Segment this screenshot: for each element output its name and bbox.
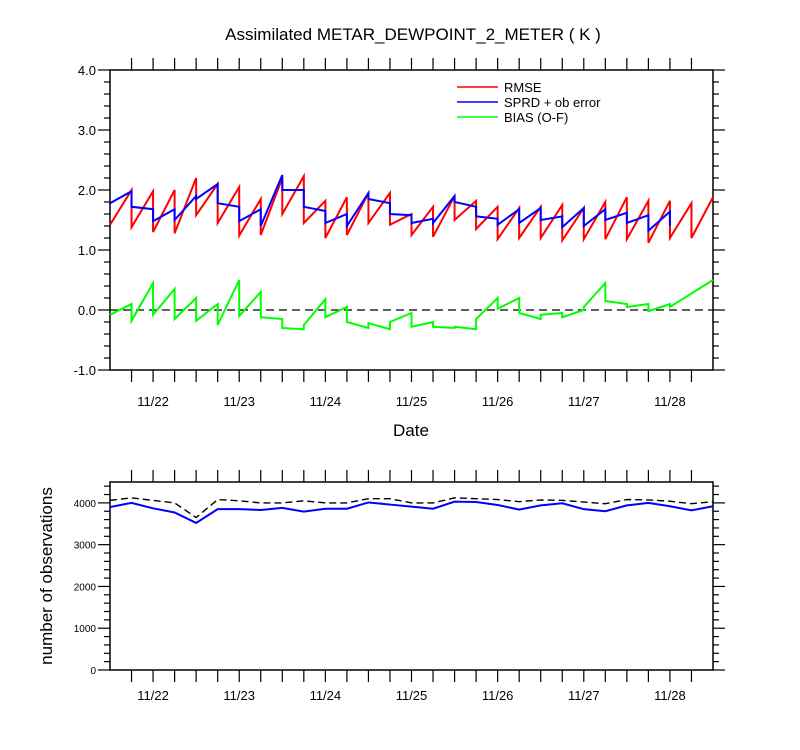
top-series-group — [109, 172, 714, 331]
top-x-tick-label: 11/23 — [223, 394, 255, 409]
top-y-tick-label: 0.0 — [78, 303, 96, 318]
top-x-tick-label: 11/28 — [654, 394, 686, 409]
top-series-bias-o-f — [109, 279, 714, 331]
bottom-x-tick-label: 11/26 — [482, 688, 514, 703]
x-axis-label: Date — [393, 421, 429, 440]
bottom-series-group — [109, 497, 714, 525]
bottom-y-tick-label: 2000 — [74, 582, 97, 593]
bottom-series-dashed — [109, 497, 714, 519]
top-series-rmse — [109, 172, 714, 244]
top-y-tick-label: 1.0 — [78, 243, 96, 258]
top-y-tick-label: 2.0 — [78, 183, 96, 198]
bottom-y-axis-label: number of observations — [37, 487, 56, 665]
top-y-tick-labels: 4.0 3.0 2.0 1.0 0.0 -1.0 — [74, 63, 96, 378]
legend-label-bias-o-f: BIAS (O-F) — [504, 110, 568, 125]
bottom-x-tick-label: 11/28 — [654, 688, 686, 703]
bottom-plot-frame — [109, 481, 714, 671]
bottom-x-tick-label: 11/23 — [223, 688, 255, 703]
top-x-tick-label: 11/26 — [482, 394, 514, 409]
bottom-y-tick-label: 4000 — [74, 499, 97, 510]
top-x-tick-label: 11/27 — [568, 394, 600, 409]
top-tick-marks — [98, 58, 725, 382]
top-x-tick-label: 11/22 — [137, 394, 169, 409]
legend-label-rmse: RMSE — [504, 80, 542, 95]
top-panel: 4.0 3.0 2.0 1.0 0.0 -1.0 11/22 11/23 11/24 11/25… — [74, 58, 725, 440]
top-x-tick-label: 11/24 — [310, 394, 342, 409]
legend-label-sprd-ob-error: SPRD + ob error — [504, 95, 601, 110]
top-x-tick-label: 11/25 — [396, 394, 428, 409]
top-y-tick-label: -1.0 — [74, 363, 96, 378]
bottom-y-tick-label: 3000 — [74, 541, 97, 552]
bottom-y-tick-label: 0 — [90, 666, 96, 677]
bottom-x-tick-label: 11/22 — [137, 688, 169, 703]
bottom-y-tick-labels: 4000 3000 2000 1000 0 — [74, 499, 97, 677]
bottom-y-tick-label: 1000 — [74, 624, 97, 635]
bottom-x-tick-labels: 11/22 11/23 11/24 11/25 11/26 11/27 11/28 — [137, 688, 685, 703]
top-series-sprd-ob-error — [109, 174, 671, 234]
bottom-x-tick-label: 11/27 — [568, 688, 600, 703]
top-y-tick-label: 3.0 — [78, 123, 96, 138]
top-y-tick-label: 4.0 — [78, 63, 96, 78]
chart-title: Assimilated METAR_DEWPOINT_2_METER ( K ) — [225, 25, 601, 44]
bottom-series-line-1 — [109, 500, 714, 525]
bottom-x-tick-label: 11/25 — [396, 688, 428, 703]
top-x-tick-labels: 11/22 11/23 11/24 11/25 11/26 11/27 11/28 — [137, 394, 685, 409]
bottom-tick-marks — [98, 470, 725, 682]
bottom-x-tick-label: 11/24 — [310, 688, 342, 703]
